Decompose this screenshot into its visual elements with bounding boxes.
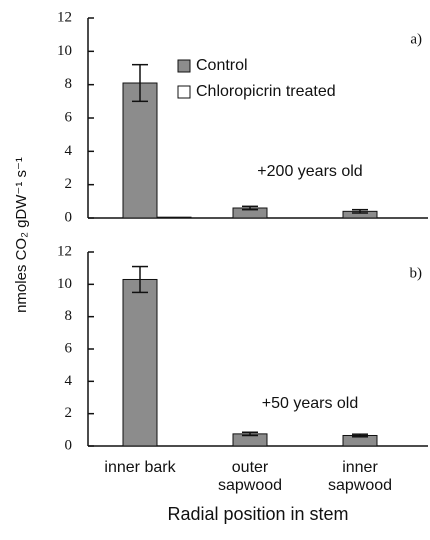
- y-tick-label: 12: [57, 243, 72, 259]
- y-tick-label: 6: [65, 109, 73, 125]
- legend-swatch: [177, 59, 191, 73]
- panel-subtitle: +200 years old: [257, 163, 362, 180]
- y-tick-label: 2: [65, 176, 73, 192]
- x-tick-label: inner sapwood: [328, 459, 392, 494]
- panel-label: a): [410, 31, 422, 47]
- bar: [122, 82, 158, 219]
- panel-subtitle: +50 years old: [262, 395, 359, 412]
- x-tick-label: inner bark: [104, 459, 176, 476]
- y-tick-label: 4: [65, 373, 73, 389]
- legend-label: Control: [196, 57, 248, 74]
- y-tick-label: 0: [65, 437, 73, 453]
- x-tick-label: outer sapwood: [218, 459, 282, 494]
- y-tick-label: 10: [57, 276, 72, 292]
- y-tick-label: 6: [65, 340, 73, 356]
- y-tick-label: 12: [57, 9, 72, 25]
- legend-label: Chloropicrin treated: [196, 83, 336, 100]
- bar: [156, 216, 192, 219]
- bar: [122, 278, 158, 447]
- y-axis-label: nmoles CO₂ gDW⁻¹ s⁻¹: [13, 157, 30, 313]
- y-tick-label: 0: [65, 209, 73, 225]
- y-tick-label: 10: [57, 43, 72, 59]
- x-axis-label: Radial position in stem: [167, 504, 348, 524]
- legend-swatch: [177, 85, 191, 99]
- y-tick-label: 8: [65, 76, 73, 92]
- y-tick-label: 8: [65, 308, 73, 324]
- y-tick-label: 2: [65, 405, 73, 421]
- panel-label: b): [410, 265, 423, 281]
- y-tick-label: 4: [65, 143, 73, 159]
